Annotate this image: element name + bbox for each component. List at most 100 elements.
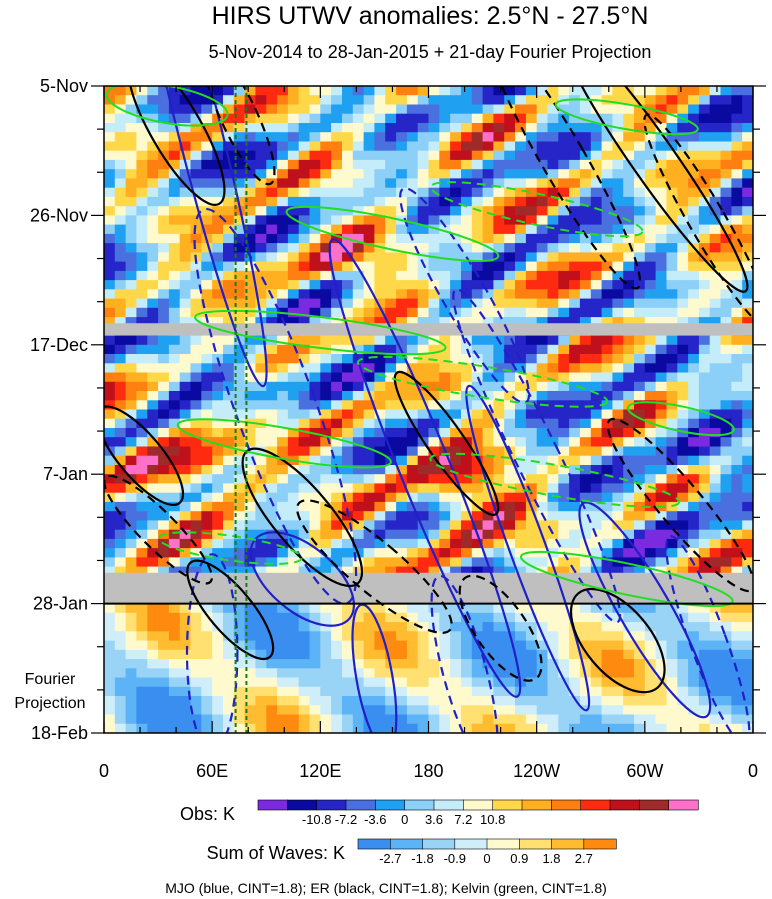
anomaly-cell [493,437,505,447]
anomaly-cell [406,86,419,96]
anomaly-cell [223,659,235,669]
anomaly-cell [158,714,170,725]
anomaly-cell [309,243,321,253]
anomaly-cell [612,566,624,577]
anomaly-cell [352,150,365,161]
anomaly-cell [634,298,646,309]
anomaly-cell [720,649,732,660]
anomaly-cell [493,400,505,411]
anomaly-cell [504,723,516,733]
anomaly-cell [525,668,538,679]
anomaly-cell [428,132,440,142]
anomaly-cell [677,659,689,669]
anomaly-cell [352,474,365,484]
anomaly-cell [136,206,148,216]
anomaly-cell [601,104,613,115]
anomaly-cell [320,483,332,494]
anomaly-cell [515,159,527,170]
anomaly-cell [428,307,440,318]
anomaly-cell [352,400,365,411]
x-axis: 0 60E 120E 180 120W 60W 0 [99,86,758,781]
anomaly-cell [266,243,278,253]
anomaly-cell [136,603,148,614]
anomaly-cell [720,538,732,549]
anomaly-cell [363,529,375,540]
anomaly-cell [461,243,473,253]
anomaly-cell [396,169,408,179]
anomaly-cell [406,224,419,235]
anomaly-cell [201,631,213,642]
anomaly-cell [677,132,689,142]
anomaly-cell [223,335,235,346]
anomaly-cell [482,215,494,226]
anomaly-cell [547,649,559,660]
anomaly-cell [168,714,181,725]
anomaly-cell [374,270,386,281]
anomaly-cell [504,113,516,124]
anomaly-cell [428,511,440,521]
anomaly-cell [374,511,386,521]
er-contour [458,574,543,682]
colorbar-swatch [389,838,424,850]
anomaly-cell [493,696,505,706]
anomaly-cell [644,603,657,614]
anomaly-cell [655,696,667,706]
anomaly-cell [266,409,278,420]
anomaly-cell [266,696,278,706]
anomaly-cell [298,640,311,651]
anomaly-cell [558,538,570,549]
anomaly-cell [558,640,570,651]
anomaly-cell [698,372,711,383]
anomaly-cell [525,492,538,503]
anomaly-cell [114,714,127,725]
anomaly-cell [666,668,678,679]
anomaly-cell [244,455,256,466]
anomaly-cell [461,317,473,327]
anomaly-cell [363,520,375,531]
anomaly-cell [439,252,451,263]
anomaly-cell [515,391,527,401]
anomaly-cell [731,677,743,688]
anomaly-cell [720,289,732,300]
anomaly-cell [731,520,743,531]
anomaly-cell [223,215,235,226]
anomaly-cell [504,169,516,179]
anomaly-cell [331,363,343,374]
anomaly-cell [298,612,311,623]
anomaly-cell [428,723,440,733]
anomaly-cell [612,280,624,290]
kelvin-contour [157,531,303,565]
anomaly-cell [623,437,635,447]
anomaly-cell [363,455,375,466]
anomaly-cell [417,566,430,577]
anomaly-cell [158,372,170,383]
anomaly-cell [179,492,192,503]
anomaly-cell [731,566,743,577]
anomaly-cell [331,492,343,503]
anomaly-cell [396,714,408,725]
anomaly-cell [439,631,451,642]
anomaly-cell [612,363,624,374]
anomaly-cell [720,723,732,733]
anomaly-cell [428,280,440,290]
anomaly-cell [342,705,354,716]
anomaly-cell [655,104,667,115]
anomaly-cell [623,363,635,374]
anomaly-cell [331,150,343,161]
anomaly-cell [190,391,202,401]
anomaly-cell [601,428,613,438]
anomaly-cell [352,178,365,189]
anomaly-cell [352,723,365,733]
anomaly-cell [212,141,224,152]
anomaly-cell [190,640,202,651]
anomaly-cell [450,261,462,272]
anomaly-cell [320,696,332,706]
anomaly-cell [309,150,321,161]
anomaly-cell [612,372,624,383]
anomaly-cell [179,289,192,300]
anomaly-cell [482,335,494,346]
anomaly-cell [320,428,332,438]
anomaly-cell [298,178,311,189]
anomaly-cell [201,206,213,216]
anomaly-cell [342,677,354,688]
